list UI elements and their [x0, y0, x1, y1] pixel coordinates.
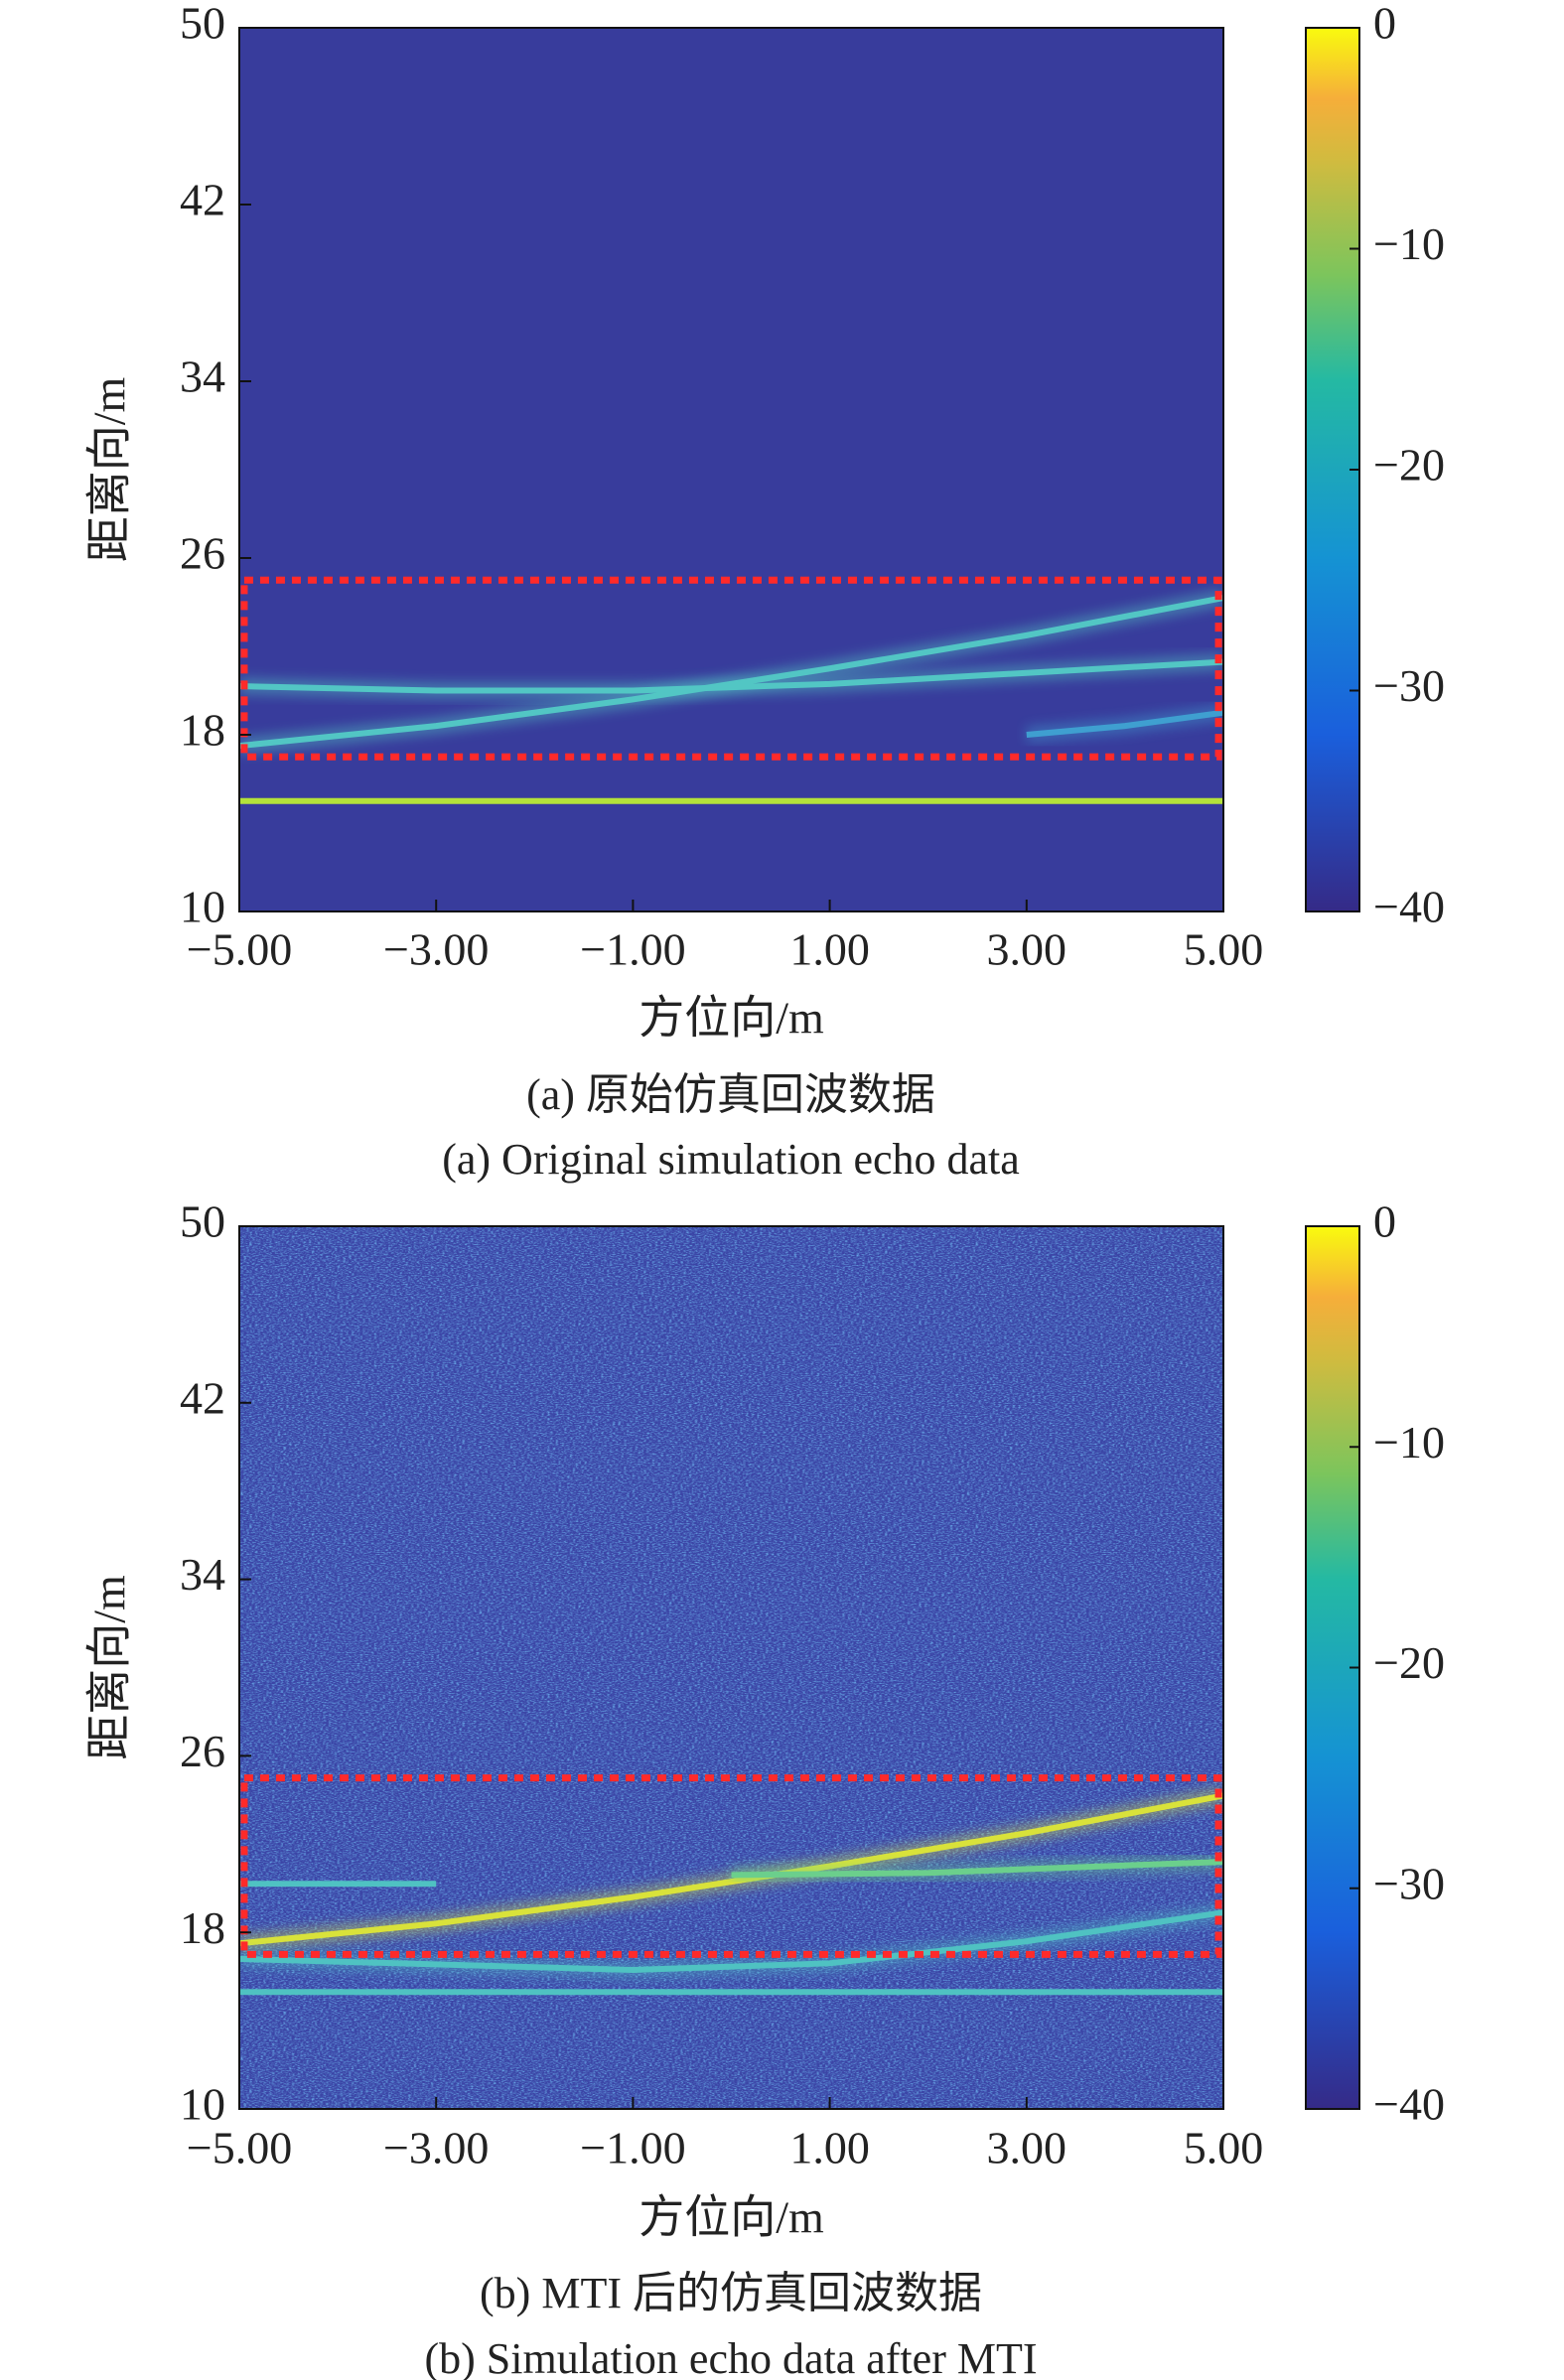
track — [1026, 709, 1223, 738]
x-tick-label: −1.00 — [580, 924, 685, 975]
colorbar-tick-label: 0 — [1373, 1196, 1396, 1247]
x-tick-label: −3.00 — [383, 2123, 489, 2173]
track — [731, 1859, 1223, 1879]
x-tick-label: −1.00 — [580, 2123, 685, 2173]
chart-panel: 10 18 26 34 42 50 −5.00 −3.00 −1.00 1.00 3.00 5.00 方… — [84, 0, 1445, 1184]
axes-frame — [238, 1225, 1224, 2110]
colorbar-tick-label: −20 — [1373, 1637, 1445, 1688]
highlight-box — [240, 576, 1222, 761]
noise — [239, 1226, 1223, 2109]
colorbar-tick-label: −10 — [1373, 1417, 1445, 1468]
y-tick-label: 42 — [180, 1372, 225, 1423]
colorbar-tick-label: −40 — [1373, 882, 1445, 932]
y-axis-label: 距离向/m — [84, 377, 135, 563]
caption-en: (a) Original simulation echo data — [442, 1135, 1020, 1184]
y-tick-label: 26 — [180, 528, 225, 579]
y-tick-label: 18 — [180, 705, 225, 756]
track — [239, 1909, 1223, 1973]
y-tick-label: 10 — [180, 882, 225, 932]
caption: (a) 原始仿真回波数据 — [526, 1070, 935, 1119]
chart-panel: 10 18 26 34 42 50 −5.00 −3.00 −1.00 1.00 3.00 5.00 方… — [84, 1196, 1445, 2380]
heatmap-content — [239, 1226, 1223, 2109]
colorbar-tick-label: −30 — [1373, 660, 1445, 711]
x-tick-label: 5.00 — [1184, 924, 1264, 975]
x-axis-label: 方位向/m — [639, 2192, 824, 2243]
x-tick-label: −5.00 — [187, 2123, 292, 2173]
x-axis-label: 方位向/m — [639, 993, 824, 1044]
highlight-box — [240, 1774, 1222, 1958]
colorbar-tick-label: −30 — [1373, 1858, 1445, 1908]
x-tick-label: 5.00 — [1184, 2123, 1264, 2173]
y-tick-label: 50 — [180, 0, 225, 49]
y-tick-label: 18 — [180, 1902, 225, 1953]
x-tick-label: 3.00 — [987, 2123, 1067, 2173]
x-tick-label: 1.00 — [789, 924, 870, 975]
heatmap-background — [239, 28, 1223, 911]
colorbar-tick-label: 0 — [1373, 0, 1396, 49]
y-tick-label: 34 — [180, 351, 225, 402]
colorbar-tick-label: −40 — [1373, 2079, 1445, 2130]
caption: (b) MTI 后的仿真回波数据 — [480, 2269, 982, 2317]
heatmap-content — [239, 590, 1223, 809]
colorbar-tick-label: −20 — [1373, 440, 1445, 490]
track — [239, 1792, 1223, 1947]
x-tick-label: −3.00 — [383, 924, 489, 975]
y-tick-label: 34 — [180, 1549, 225, 1600]
caption-en: (b) Simulation echo data after MTI — [424, 2334, 1037, 2380]
axes-frame — [238, 27, 1224, 912]
y-tick-label: 42 — [180, 175, 225, 225]
y-tick-label: 50 — [180, 1196, 225, 1247]
x-tick-label: 3.00 — [987, 924, 1067, 975]
y-axis-label: 距离向/m — [84, 1575, 135, 1760]
y-tick-label: 10 — [180, 2079, 225, 2130]
x-tick-label: 1.00 — [789, 2123, 870, 2173]
x-tick-label: −5.00 — [187, 924, 292, 975]
track — [239, 658, 1223, 694]
colorbar-tick-label: −10 — [1373, 218, 1445, 269]
y-tick-label: 26 — [180, 1726, 225, 1776]
